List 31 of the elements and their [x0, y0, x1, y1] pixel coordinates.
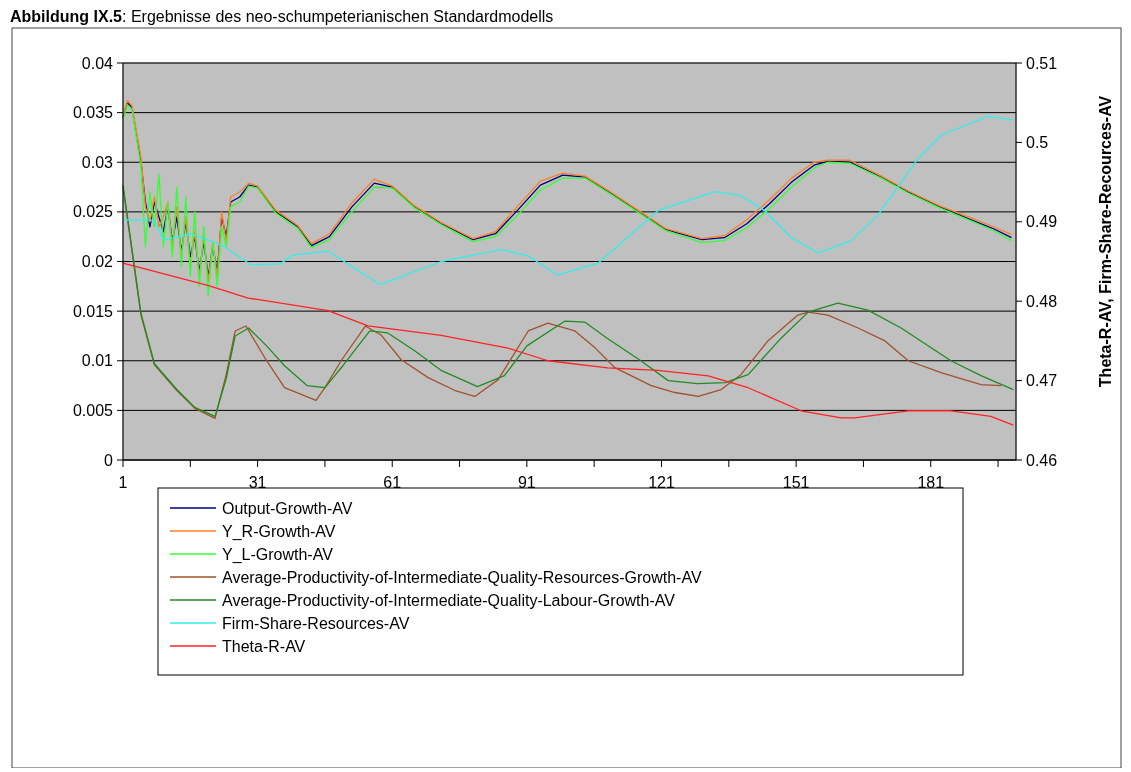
- y-tick-label: 0: [104, 451, 114, 469]
- y-tick-label: 0.04: [81, 54, 114, 72]
- y-tick-label: 0.015: [72, 302, 114, 320]
- y2-axis-title: Theta-R-AV, Firm-Share-Recources-AV: [1097, 95, 1114, 388]
- legend-label: Firm-Share-Resources-AV: [222, 614, 410, 632]
- x-tick-label: 61: [383, 474, 402, 491]
- y-tick-label: 0.025: [72, 203, 114, 221]
- y2-tick-label: 0.48: [1026, 292, 1058, 310]
- legend-label: Average-Productivity-of-Intermediate-Quality-Resources-Growth-AV: [222, 568, 702, 586]
- x-tick-label: 121: [648, 474, 675, 491]
- y-tick-label: 0.03: [81, 153, 114, 171]
- y2-tick-label: 0.47: [1026, 372, 1058, 390]
- legend-label: Y_R-Growth-AV: [222, 522, 336, 541]
- y-tick-label: 0.005: [72, 401, 114, 419]
- x-tick-label: 31: [248, 474, 267, 491]
- y2-tick-label: 0.49: [1026, 213, 1058, 231]
- x-tick-label: 151: [782, 474, 810, 491]
- legend-label: Y_L-Growth-AV: [222, 545, 334, 564]
- y2-tick-label: 0.46: [1026, 451, 1058, 469]
- x-tick-label: 1: [118, 474, 128, 491]
- x-tick-label: 91: [517, 474, 536, 491]
- chart-title: Abbildung IX.5: Ergebnisse des neo-schumpeterianischen Standardmodells: [10, 8, 554, 25]
- x-tick-label: 181: [917, 474, 945, 491]
- legend-label: Output-Growth-AV: [222, 499, 353, 517]
- y-tick-label: 0.035: [72, 104, 114, 122]
- legend-label: Theta-R-AV: [222, 637, 306, 655]
- y-tick-label: 0.02: [81, 253, 114, 271]
- legend-label: Average-Productivity-of-Intermediate-Quality-Labour-Growth-AV: [222, 591, 676, 609]
- y2-tick-label: 0.5: [1026, 134, 1049, 151]
- y2-tick-label: 0.51: [1026, 54, 1058, 72]
- y-tick-label: 0.01: [81, 352, 114, 370]
